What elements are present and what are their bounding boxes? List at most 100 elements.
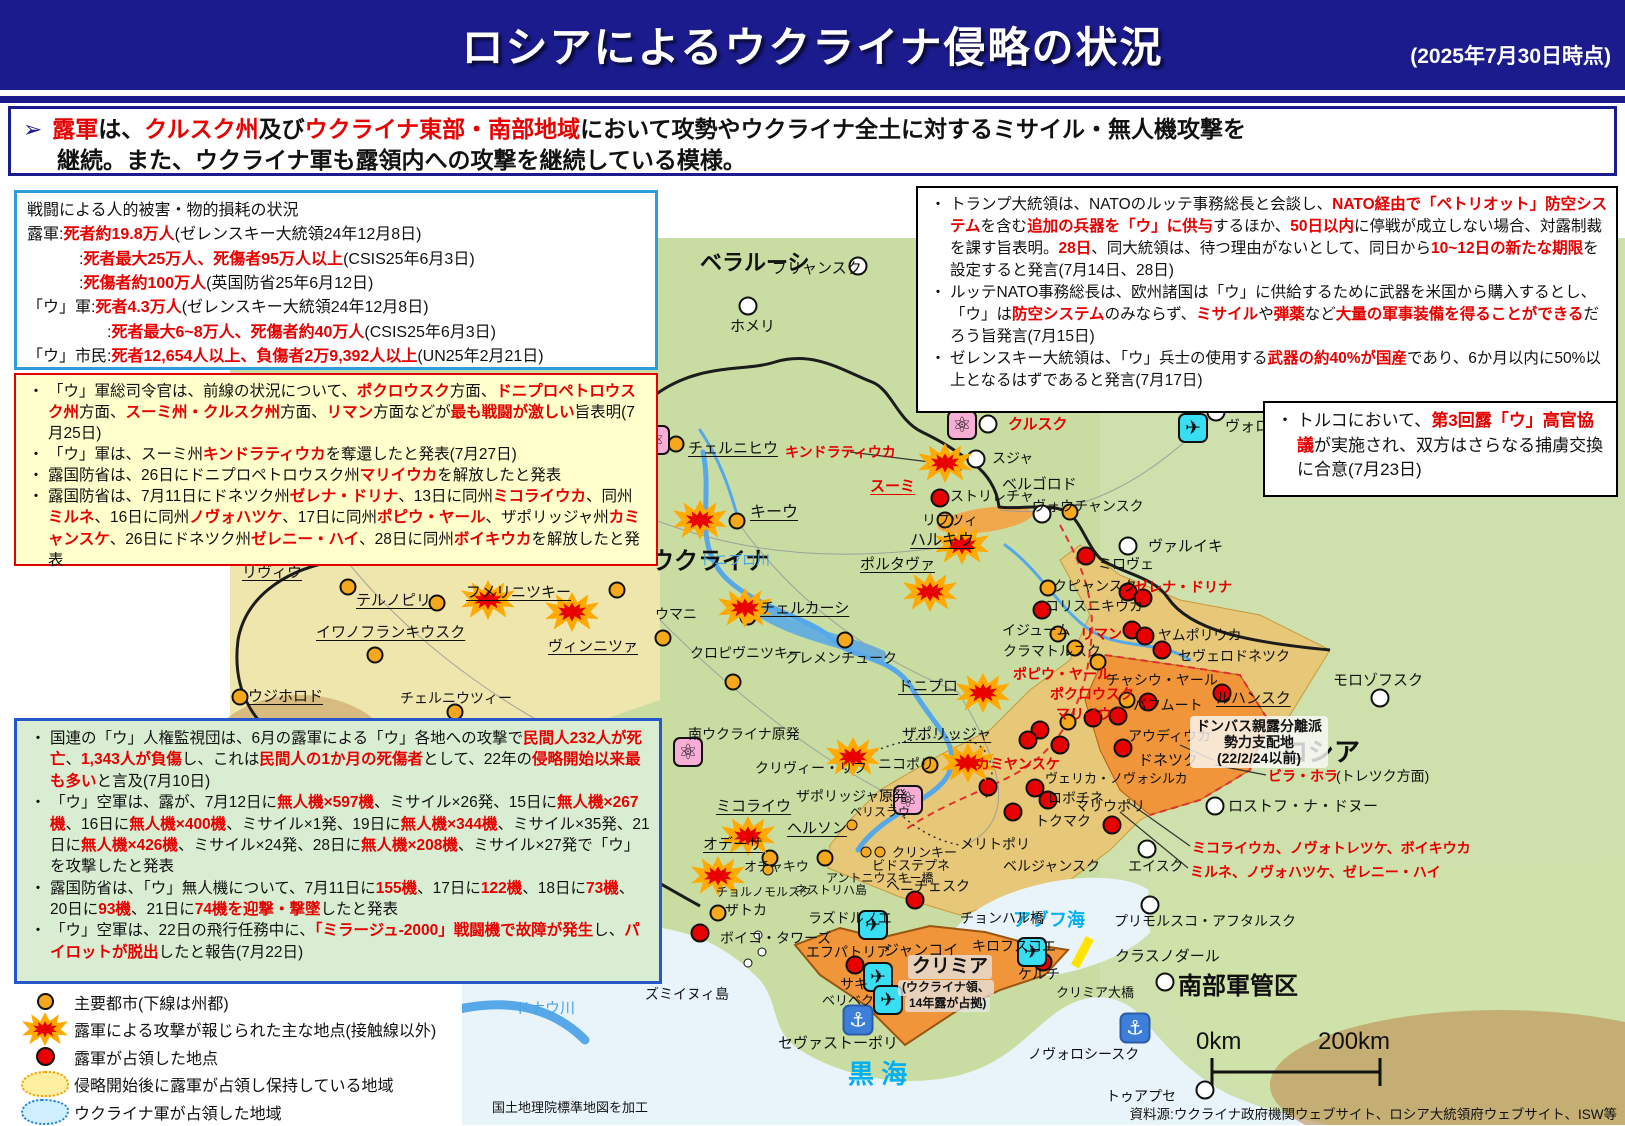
text-segment: 国連の「ウ」人権監視団は、6月の露軍による「ウ」各地への攻撃で xyxy=(50,730,524,747)
text-segment: 、17日に同州 xyxy=(282,509,378,527)
bullet-text: 「ウ」軍は、スーミ州キンドラティウカを奪還したと発表(7月27日) xyxy=(48,444,648,465)
casualty-line: 「ウ」軍:死者4.3万人(ゼレンスキー大統領24年12月8日) xyxy=(27,296,645,320)
text-segment: クルスク州 xyxy=(144,116,259,142)
city-dot-marker xyxy=(366,646,384,664)
occupied-dot-marker xyxy=(1212,683,1232,703)
text-segment: 、ミサイル×27発で「ウ」を攻撃したと発表 xyxy=(50,836,640,876)
attack-star-marker xyxy=(918,443,972,483)
map-label: マリイウカ xyxy=(1056,706,1126,722)
text-segment: 155機 xyxy=(375,879,418,897)
city-dot-marker xyxy=(667,435,685,453)
map-label: チェルニウツィー xyxy=(400,690,512,706)
map-label: ルハンスク xyxy=(1216,690,1291,707)
legend-row-occupied-area: 侵略開始後に露軍が占領し保持している地域 xyxy=(16,1071,464,1099)
ukraine-area-icon xyxy=(16,1098,74,1125)
header-bar: ロシアによるウクライナ侵略の状況 (2025年7月30日時点) xyxy=(0,0,1625,90)
map-label: ミルネ、ノヴォハツケ、ゼレニー・ハイ xyxy=(1190,864,1441,880)
text-segment: 、13日に同州 xyxy=(398,488,493,506)
map-label: クリミア大橋 xyxy=(1056,985,1135,1000)
map-label: ストリレチャ xyxy=(950,488,1034,504)
casualty-line: 戦闘による人的被害・物的損耗の状況 xyxy=(27,199,645,223)
text-segment: 死者4.3万人 xyxy=(95,299,182,317)
bullet-text: 露国防省は、「ウ」無人機について、7月11日に155機、17日に122機、18日… xyxy=(50,878,650,921)
text-segment: 73機 xyxy=(585,879,619,897)
small-city-dot-marker xyxy=(846,819,858,831)
text-segment: ミルネ xyxy=(48,509,95,527)
text-segment: 死者最大6~8万人、死傷者約40万人 xyxy=(111,323,365,341)
text-segment: 、28日に同州 xyxy=(359,530,454,548)
text-segment: 露国防省は、「ウ」無人機について、7月11日に xyxy=(50,879,376,897)
small-dot-marker xyxy=(743,958,753,968)
occupied-dot-marker xyxy=(1113,738,1133,758)
text-segment: スーミ州・クルスク州 xyxy=(125,404,281,422)
text-segment: 死者12,654人以上、負傷者2万9,392人以上 xyxy=(111,347,418,365)
map-label: モロゾフスク xyxy=(1333,672,1424,689)
star-inner xyxy=(730,598,760,618)
map-label: プリモルスコ・アフタルスク xyxy=(1114,913,1296,929)
map-label: セヴェロドネツク xyxy=(1178,648,1290,664)
city-dot-icon xyxy=(16,993,74,1011)
map-label: ヴィンニツァ xyxy=(548,638,639,655)
text-segment: トルコにおいて、 xyxy=(1297,411,1432,430)
map-label: マリウポリ xyxy=(1075,798,1145,814)
bullet-dot-icon: ・ xyxy=(30,794,46,812)
map-label: 黒 海 xyxy=(848,1059,908,1089)
text-segment: に停戦が成立しない場合、対露制裁を課す旨表明。 xyxy=(950,218,1603,257)
map-label: クピャンスク xyxy=(1053,578,1137,594)
text-segment: リマン xyxy=(326,404,374,422)
city-dot-marker xyxy=(1059,713,1077,731)
text-segment: : xyxy=(79,250,84,268)
city-dot-marker xyxy=(1061,503,1079,521)
city-dot-marker xyxy=(428,594,446,612)
map-label: イワノフランキウスク xyxy=(316,624,466,641)
map-label: エフパトリア xyxy=(806,944,891,960)
map-label: ドナウ川 xyxy=(515,1000,576,1017)
city-dot-marker xyxy=(654,629,672,647)
text-segment: 大量の軍事装備を得ることができる xyxy=(1335,306,1584,323)
map-label: クリヴィー・リフ xyxy=(755,760,867,776)
text-segment: 、20日に xyxy=(50,879,635,918)
legend-row-attack: 露軍による攻撃が報じられた主な地点(接触線以外) xyxy=(16,1012,464,1047)
casualty-line: 「ウ」市民:死者12,654人以上、負傷者2万9,392人以上(UN25年2月2… xyxy=(27,345,645,369)
map-label: バフムート xyxy=(1133,697,1203,713)
bullet-dot-icon: ・ xyxy=(28,446,44,464)
map-label: チャシウ・ヤール xyxy=(1106,672,1218,688)
scale-left: 0km xyxy=(1196,1028,1242,1055)
text-segment: 方面などが xyxy=(373,404,451,422)
as-of-date: (2025年7月30日時点) xyxy=(1410,45,1611,68)
map-label: (ウクライナ領、 xyxy=(898,980,994,996)
bullet-dot-icon: ・ xyxy=(930,196,946,213)
text-segment: 無人機×267機 xyxy=(50,794,639,833)
donbas-note-line: 勢力支配地 xyxy=(1224,734,1294,751)
text-segment: 「ウ」軍は、スーミ州 xyxy=(48,446,204,464)
map-label: ロストフ・ナ・ドヌー xyxy=(1228,798,1379,815)
russian-city-dot-marker xyxy=(978,414,998,434)
text-segment: 第3回露「ウ」高官協議 xyxy=(1297,411,1594,455)
map-label: ヴェリカ・ノヴォシルカ xyxy=(1045,771,1188,786)
occupied-dot-marker xyxy=(978,777,998,797)
city-dot-marker xyxy=(608,581,626,599)
text-segment: 、21日に xyxy=(131,901,195,918)
attack-star-marker xyxy=(826,737,880,777)
city-dot-marker xyxy=(921,756,939,774)
map-label: ベリベク xyxy=(822,993,875,1008)
turkey-bullets: ・トルコにおいて、第3回露「ウ」高官協議が実施され、双方はさらなる捕虜交換に合意… xyxy=(1273,409,1608,483)
russian-city-dot-marker xyxy=(1195,1080,1215,1100)
star-inner xyxy=(930,453,960,473)
city-dot-marker xyxy=(1039,579,1057,597)
attack-star-marker xyxy=(718,588,772,628)
map-credit: 国土地理院標準地図を加工 xyxy=(492,1100,649,1115)
map-label: ハルキウ xyxy=(910,532,975,549)
text-segment: として、22年の xyxy=(422,751,532,769)
map-label: クラマトルスク xyxy=(1003,643,1101,659)
legend-label: 主要都市(下線は州都) xyxy=(74,995,229,1013)
small-city-dot-marker xyxy=(860,846,872,858)
casualties-lines: 戦闘による人的被害・物的損耗の状況 露軍:死者約19.8万人(ゼレンスキー大統領2… xyxy=(27,199,645,369)
city-dot-marker xyxy=(1066,639,1084,657)
legend-label: 侵略開始後に露軍が占領し保持している地域 xyxy=(74,1078,394,1096)
text-segment: 防空システム xyxy=(1012,306,1105,323)
map-label: ベラルーシ xyxy=(700,250,810,275)
small-dot-marker xyxy=(753,930,763,940)
text-segment: (CSIS25年6月3日) xyxy=(343,250,475,268)
legend-row-city: 主要都市(下線は州都) xyxy=(16,988,464,1016)
